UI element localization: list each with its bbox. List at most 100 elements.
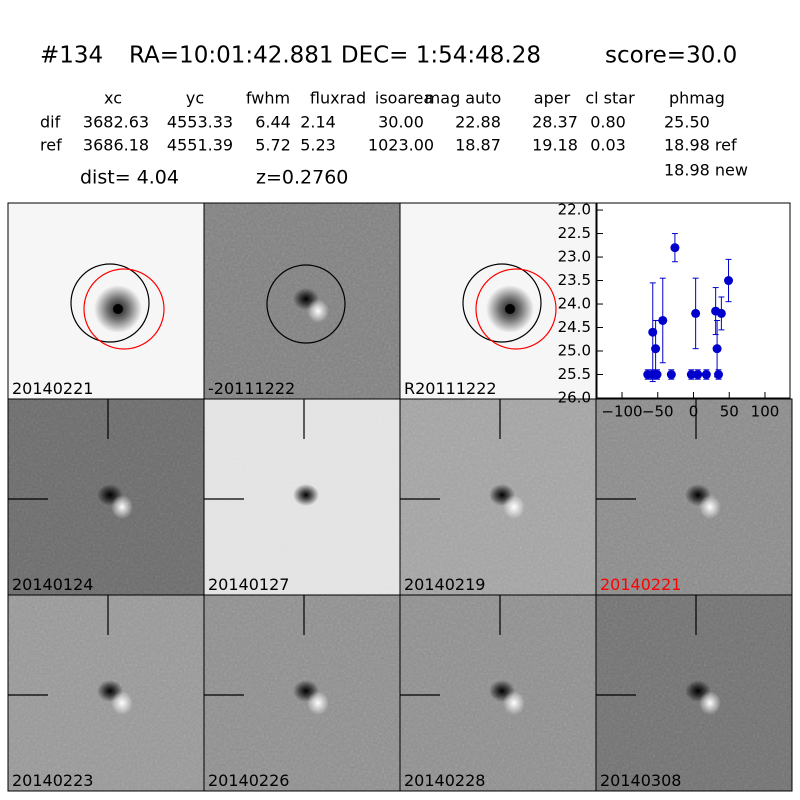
- data-point: [670, 243, 680, 253]
- aperture-circle: [266, 264, 346, 344]
- column-header: mag auto: [425, 89, 502, 108]
- redshift: z=0.2760: [256, 167, 348, 189]
- x-tick-label: 50: [720, 403, 739, 421]
- data-point: [651, 344, 661, 354]
- y-tick-label: 23.5: [558, 271, 591, 289]
- dark-lobe: [293, 484, 319, 506]
- column-header: fwhm: [246, 89, 290, 108]
- row-label: ref: [40, 136, 62, 155]
- x-tick-label: 100: [751, 403, 780, 421]
- bright-lobe: [307, 299, 329, 323]
- table-cell: 19.18: [532, 136, 578, 155]
- y-tick-label: 25.5: [558, 365, 591, 383]
- bright-lobe: [699, 495, 721, 519]
- aperture-circle-red: [475, 268, 557, 350]
- data-point: [666, 370, 676, 380]
- data-point: [648, 327, 658, 337]
- column-header: cl star: [585, 89, 635, 108]
- data-point: [712, 344, 722, 354]
- y-tick-label: 24.5: [558, 318, 591, 336]
- y-tick-label: 24.0: [558, 295, 591, 313]
- y-tick-label: 25.0: [558, 342, 591, 360]
- table-cell: 4553.33: [167, 113, 233, 132]
- table-cell: 18.98 ref: [664, 136, 737, 155]
- x-tick-label: −100: [601, 403, 642, 421]
- panel-label: 20140127: [208, 575, 289, 594]
- column-header: xc: [104, 89, 122, 108]
- table-cell: 2.14: [300, 113, 336, 132]
- panel-label: R20111222: [404, 379, 497, 398]
- table-cell: 22.88: [455, 113, 501, 132]
- column-header: yc: [186, 89, 204, 108]
- column-header: phmag: [669, 89, 725, 108]
- coordinates: RA=10:01:42.881 DEC= 1:54:48.28: [129, 43, 541, 69]
- table-cell: 5.23: [300, 136, 336, 155]
- table-cell: 28.37: [532, 113, 578, 132]
- bright-lobe: [503, 495, 525, 519]
- aperture-circle: [70, 263, 150, 343]
- bright-lobe: [307, 691, 329, 715]
- column-header: isoarea: [375, 89, 433, 108]
- y-tick-label: 23.0: [558, 248, 591, 266]
- panel-label: 20140124: [12, 575, 93, 594]
- x-tick-label: 0: [689, 403, 699, 421]
- data-point: [701, 370, 711, 380]
- y-tick-label: 26.0: [558, 389, 591, 407]
- panel-label: 20140226: [208, 771, 289, 790]
- image-panel: R20111222: [399, 202, 597, 400]
- plot-background: [597, 203, 790, 398]
- phmag-new: 18.98 new: [664, 161, 748, 180]
- column-header: fluxrad: [310, 89, 366, 108]
- distance: dist= 4.04: [80, 167, 179, 189]
- aperture-circle-red: [83, 268, 165, 350]
- data-point: [691, 308, 701, 318]
- table-cell: 18.87: [455, 136, 501, 155]
- row-label: dif: [40, 113, 61, 132]
- image-panel: 20140223: [7, 594, 205, 792]
- table-cell: 3686.18: [83, 136, 149, 155]
- table-cell: 0.03: [590, 136, 626, 155]
- panel-label: -20111222: [208, 379, 295, 398]
- y-tick-label: 22.5: [558, 224, 591, 242]
- table-cell: 1023.00: [368, 136, 434, 155]
- data-point: [724, 276, 734, 286]
- table-cell: 3682.63: [83, 113, 149, 132]
- panel-label: 20140219: [404, 575, 485, 594]
- bright-lobe: [503, 691, 525, 715]
- image-panel: 20140226: [203, 594, 401, 792]
- y-tick-label: 22.0: [558, 201, 591, 219]
- panel-label: 20140221: [12, 379, 93, 398]
- panel-label: 20140221: [600, 575, 681, 594]
- image-panel: 20140228: [399, 594, 597, 792]
- bright-lobe: [699, 691, 721, 715]
- table-cell: 25.50: [664, 113, 710, 132]
- panel-label: 20140228: [404, 771, 485, 790]
- image-panel: 20140127: [203, 398, 401, 596]
- image-panel: 20140221: [595, 398, 793, 596]
- plot-frame: [596, 202, 791, 399]
- data-point: [686, 370, 696, 380]
- data-point: [658, 315, 668, 325]
- data-point: [714, 370, 724, 380]
- data-point: [693, 370, 703, 380]
- table-cell: 6.44: [255, 113, 291, 132]
- source-core: [505, 304, 515, 314]
- panel-label: 20140223: [12, 771, 93, 790]
- table-cell: 0.80: [590, 113, 626, 132]
- table-cell: 30.00: [378, 113, 424, 132]
- bright-lobe: [111, 691, 133, 715]
- table-cell: 5.72: [255, 136, 291, 155]
- image-panel: 20140308: [595, 594, 793, 792]
- image-panel: 20140221: [7, 202, 205, 400]
- aperture-circle: [462, 263, 542, 343]
- source-core: [113, 304, 123, 314]
- table-cell: 4551.39: [167, 136, 233, 155]
- panel-label: 20140308: [600, 771, 681, 790]
- score: score=30.0: [605, 43, 737, 69]
- data-point: [652, 370, 662, 380]
- column-header: aper: [534, 89, 571, 108]
- x-tick-label: −50: [642, 403, 674, 421]
- data-point: [716, 308, 726, 318]
- panel-border: [595, 594, 793, 792]
- image-panel: -20111222: [203, 202, 401, 400]
